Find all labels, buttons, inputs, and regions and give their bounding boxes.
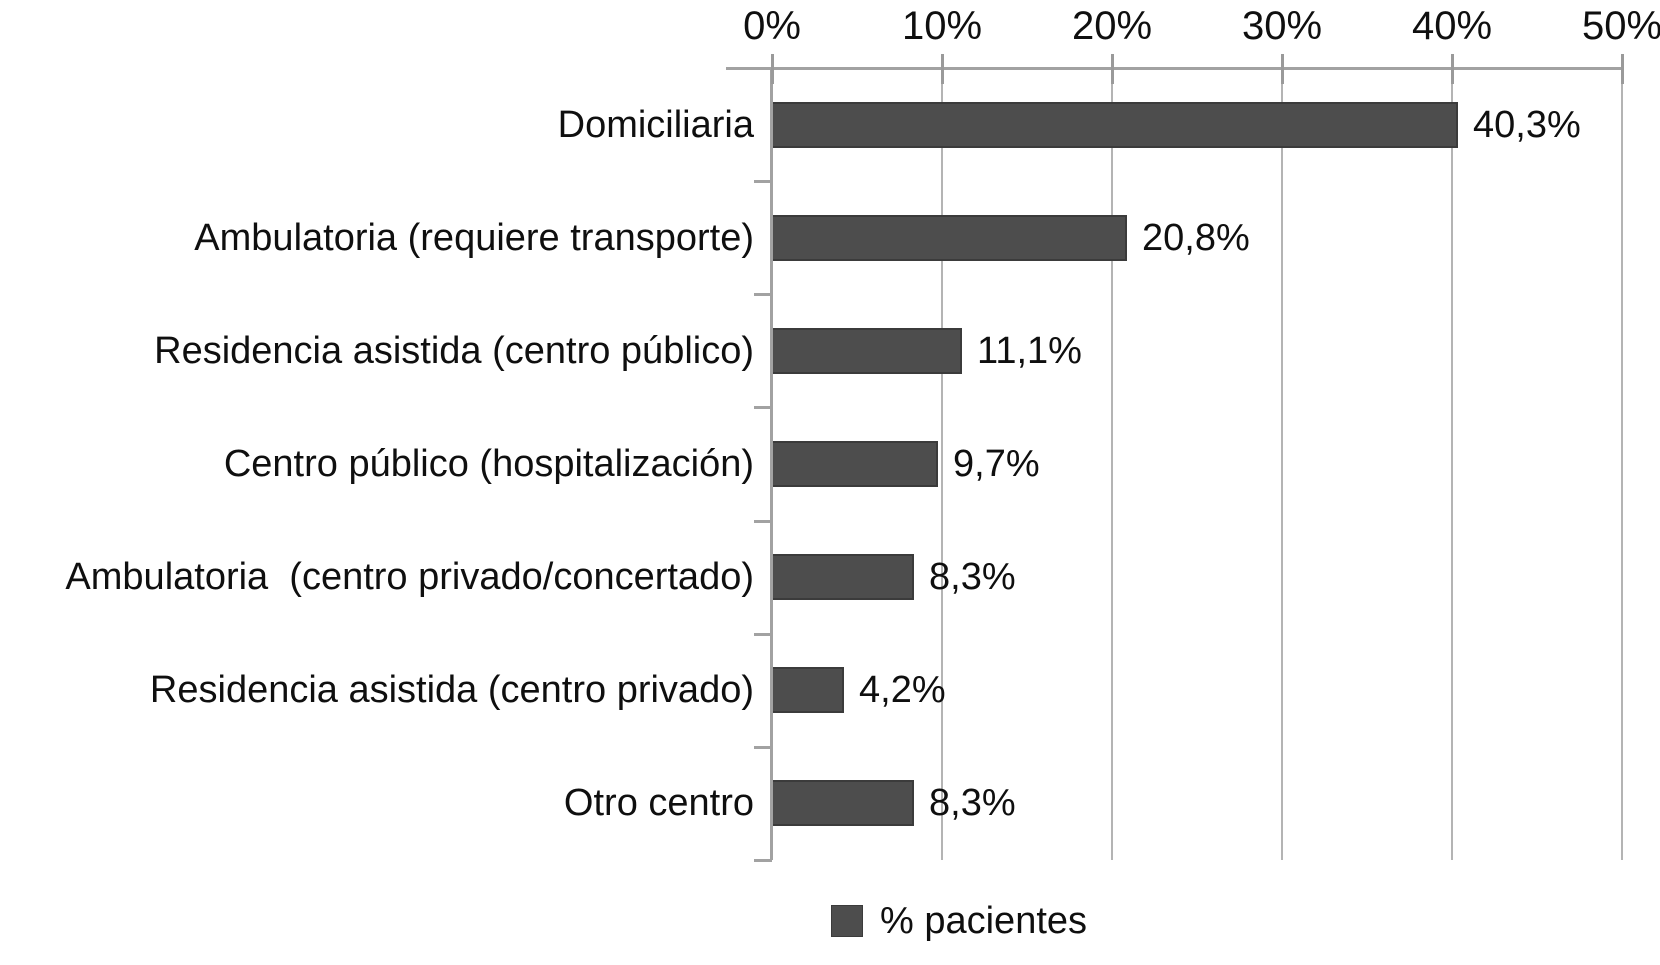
x-axis-line — [726, 67, 1624, 70]
x-tick-label: 30% — [1241, 4, 1323, 48]
bar-value-label: 4,2% — [859, 669, 946, 711]
y-axis-tick — [754, 859, 772, 862]
bar-value-label: 8,3% — [929, 556, 1016, 598]
legend-swatch-icon — [831, 905, 863, 937]
x-axis-tick — [1111, 54, 1114, 84]
category-labels: Domiciliaria Ambulatoria (requiere transp… — [0, 68, 754, 860]
bar — [773, 667, 844, 713]
bar-value-label: 20,8% — [1142, 217, 1250, 259]
gridline — [1111, 68, 1113, 860]
category-label: Domiciliaria — [557, 104, 754, 146]
x-axis-tick — [771, 54, 774, 84]
x-axis-tick — [941, 54, 944, 84]
y-axis-tick — [754, 180, 772, 183]
bar-value-label: 40,3% — [1473, 104, 1581, 146]
legend-label: % pacientes — [880, 900, 1088, 942]
y-axis-tick — [754, 633, 772, 636]
y-axis-tick — [754, 406, 772, 409]
gridline — [1451, 68, 1453, 860]
gridline — [941, 68, 943, 860]
bar — [773, 102, 1458, 148]
y-axis-line — [770, 68, 773, 860]
x-tick-label: 40% — [1411, 4, 1493, 48]
y-axis-tick — [754, 293, 772, 296]
category-label: Centro público (hospitalización) — [223, 443, 754, 485]
gridline — [1621, 68, 1623, 860]
x-axis-tick — [1621, 54, 1624, 84]
bar — [773, 328, 962, 374]
y-axis-tick — [754, 746, 772, 749]
gridline — [1281, 68, 1283, 860]
category-label: Ambulatoria (requiere transporte) — [194, 217, 754, 259]
bar — [773, 780, 914, 826]
bar — [773, 215, 1127, 261]
category-label: Ambulatoria (centro privado/concertado) — [65, 556, 754, 598]
legend: % pacientes — [831, 899, 1087, 943]
bar-value-label: 9,7% — [953, 443, 1040, 485]
x-tick-label: 10% — [901, 4, 983, 48]
plot-area: 40,3% 20,8% 11,1% 9,7% 8,3% 4,2% 8,3% — [726, 54, 1624, 862]
bar — [773, 554, 914, 600]
bar-value-label: 8,3% — [929, 782, 1016, 824]
x-tick-label: 0% — [743, 4, 801, 48]
category-label: Residencia asistida (centro público) — [154, 330, 754, 372]
bar — [773, 441, 938, 487]
x-tick-label: 50% — [1581, 4, 1660, 48]
category-label: Otro centro — [563, 782, 754, 824]
category-label: Residencia asistida (centro privado) — [149, 669, 754, 711]
x-axis-tick — [1451, 54, 1454, 84]
x-tick-label: 20% — [1071, 4, 1153, 48]
x-axis-tick — [1281, 54, 1284, 84]
y-axis-tick — [754, 520, 772, 523]
bar-value-label: 11,1% — [977, 330, 1082, 372]
